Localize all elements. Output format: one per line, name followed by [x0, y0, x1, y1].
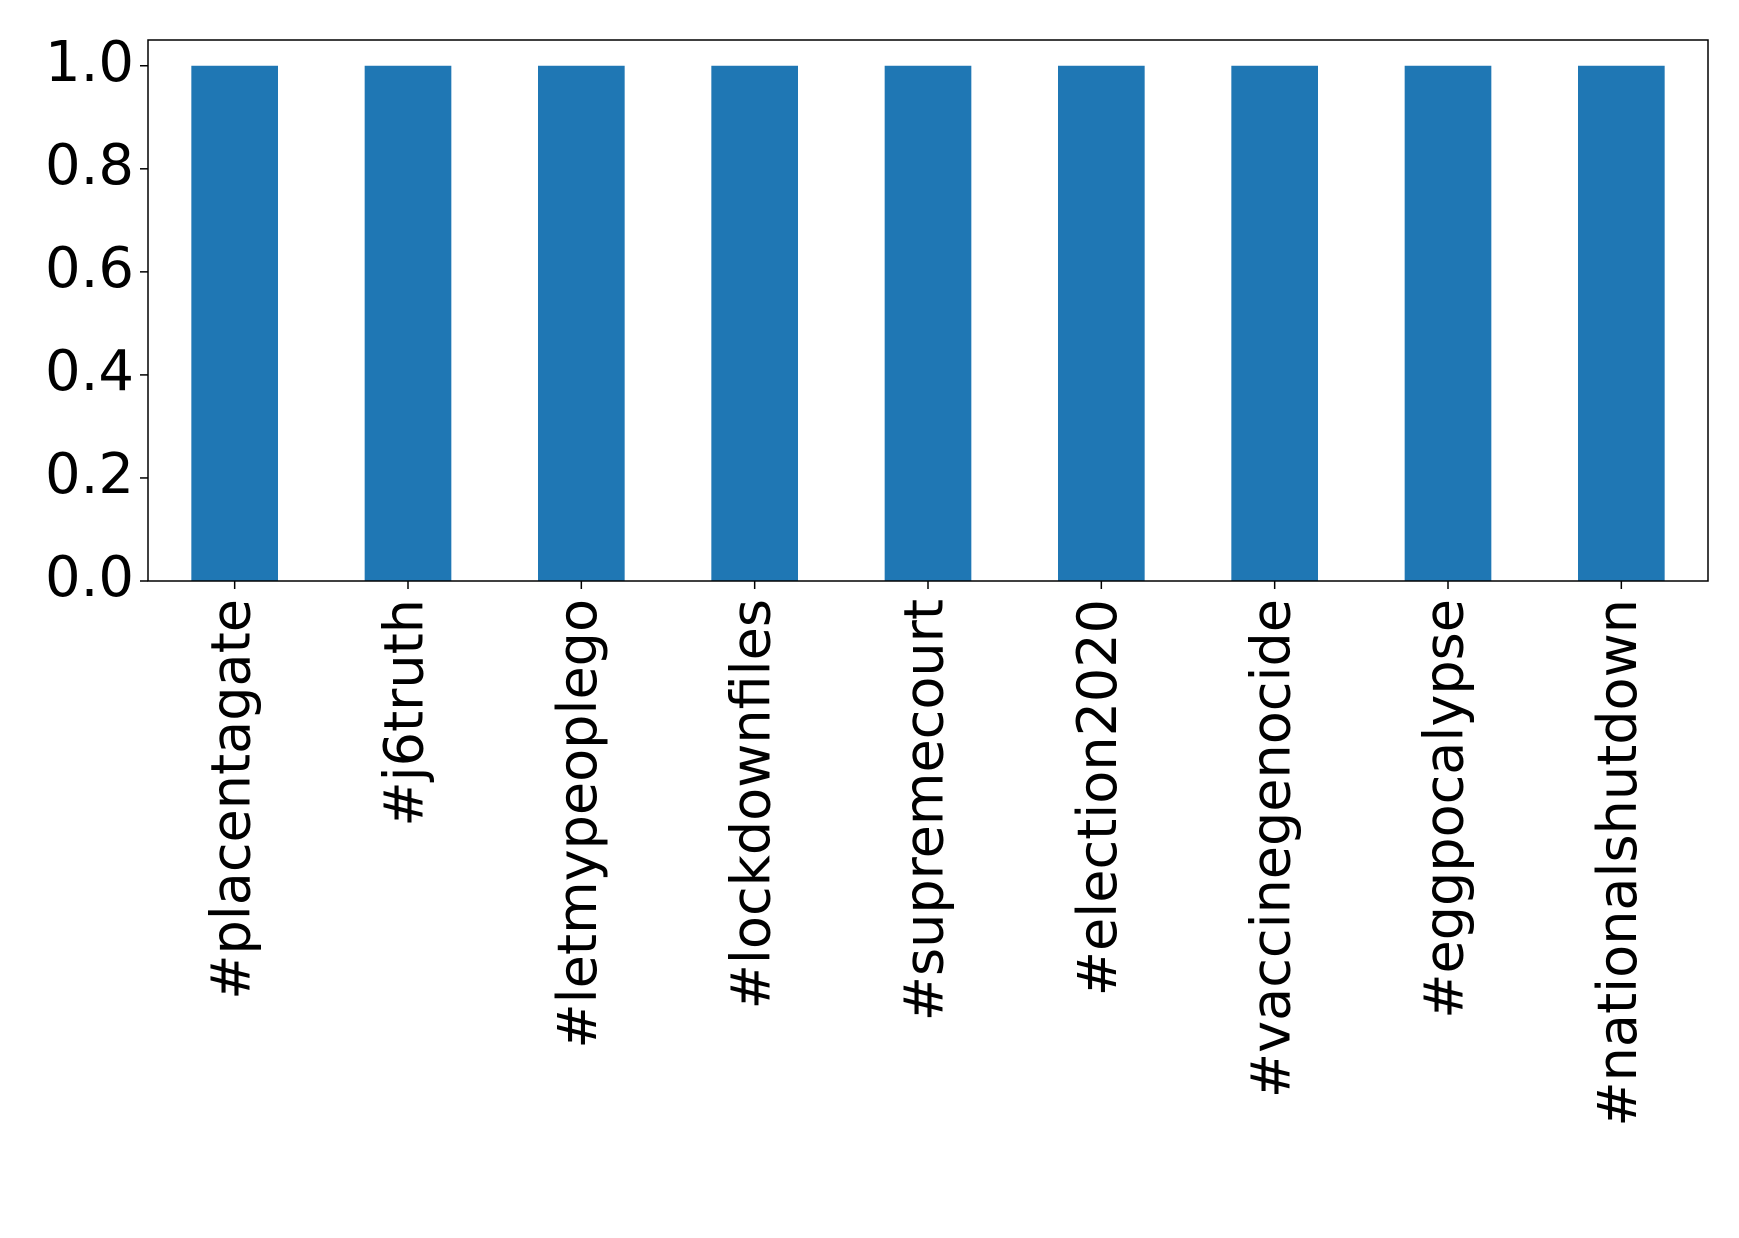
bar	[1231, 65, 1318, 581]
y-tick-label: 0.0	[45, 545, 134, 610]
bar	[538, 65, 625, 581]
bar	[1058, 65, 1145, 581]
bar	[1404, 65, 1492, 581]
x-tick-label: #supremecourt	[893, 599, 956, 1021]
x-tick-label: #letmypeoplego	[546, 599, 609, 1049]
y-tick-label: 0.2	[45, 442, 134, 507]
y-tick-label: 1.0	[45, 30, 134, 95]
x-tick-label: #vaccinegenocide	[1239, 599, 1302, 1098]
bar	[364, 65, 452, 581]
x-tick-label: #lockdownfiles	[719, 599, 782, 1009]
bar	[1578, 65, 1665, 581]
bar	[191, 65, 278, 581]
x-tick-label: #j6truth	[373, 599, 436, 827]
y-tick-label: 0.8	[45, 133, 134, 198]
bar	[884, 65, 972, 581]
x-tick-label: #eggpocalypse	[1413, 599, 1476, 1019]
y-tick-label: 0.4	[45, 339, 134, 404]
plot-frame	[147, 39, 1709, 582]
y-tick-label: 0.6	[45, 236, 134, 301]
x-tick-label: #nationalshutdown	[1586, 599, 1649, 1127]
x-tick-label: #placentagate	[199, 599, 262, 1000]
bar	[711, 65, 798, 581]
x-tick-label: #election2020	[1066, 599, 1129, 996]
